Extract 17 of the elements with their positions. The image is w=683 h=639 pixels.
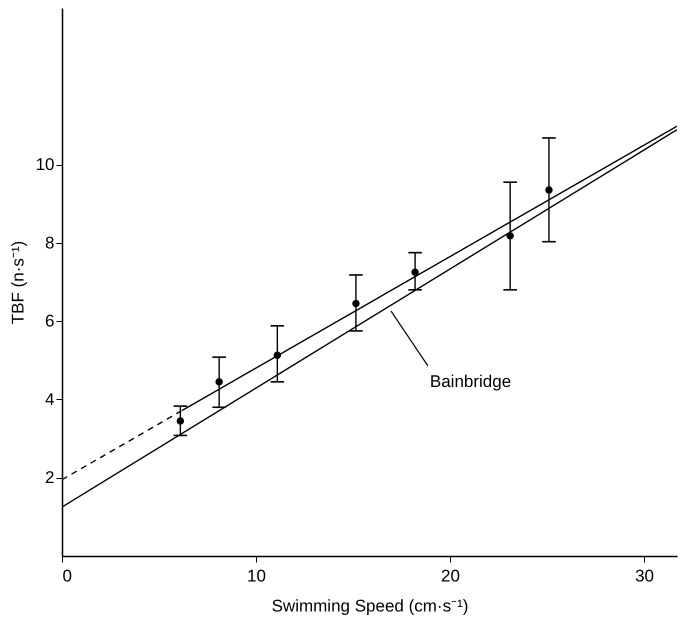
x-axis-title: Swimming Speed (cm·s⁻¹) <box>272 596 468 616</box>
y-tick-label: 4 <box>45 390 54 409</box>
x-tick-label: 20 <box>441 566 460 586</box>
x-tick-label: 10 <box>247 566 266 586</box>
y-axis-title: TBF (n·s⁻¹) <box>8 240 28 324</box>
text: Bainbridge <box>430 372 512 391</box>
x-tick-label: 0 <box>62 566 72 586</box>
point <box>411 268 419 276</box>
point <box>545 186 553 194</box>
point <box>215 378 223 386</box>
point <box>352 300 360 308</box>
point <box>176 417 184 425</box>
y-tick-label: 2 <box>45 468 54 488</box>
y-tick-label: 6 <box>45 312 54 331</box>
y-tick-label: 10 <box>36 155 54 174</box>
x-tick-label: 30 <box>635 566 654 586</box>
y-tick-label: 8 <box>45 233 54 252</box>
